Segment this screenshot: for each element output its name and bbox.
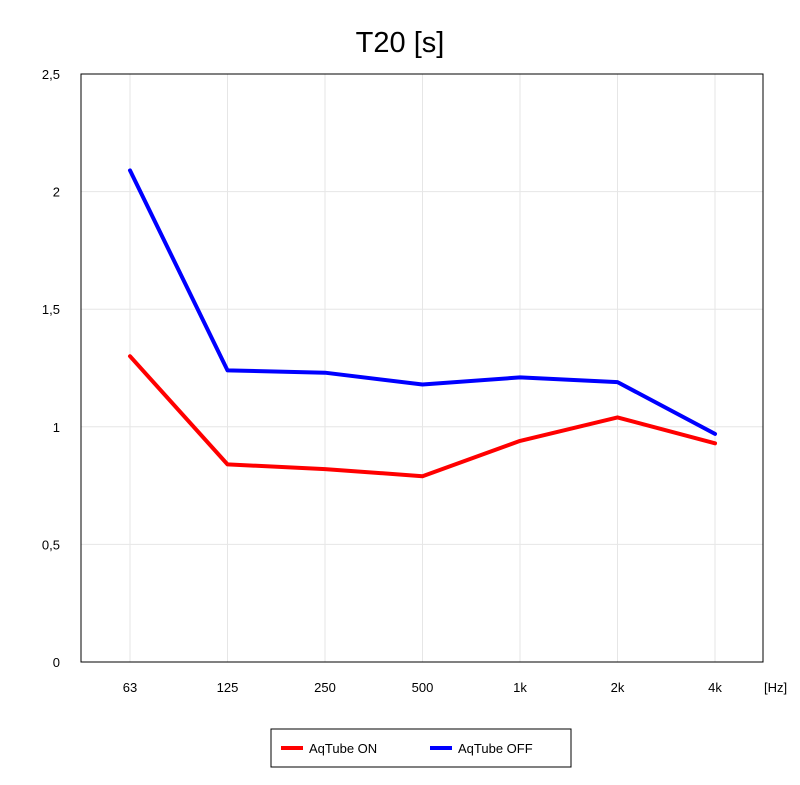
y-tick-label: 1: [53, 420, 60, 435]
data-point: [518, 439, 522, 443]
x-tick-label: 4k: [708, 680, 722, 695]
legend: AqTube ON AqTube OFF: [270, 728, 572, 768]
y-tick-label: 1,5: [42, 302, 60, 317]
data-point: [616, 380, 619, 384]
chart-title: T20 [s]: [356, 27, 445, 59]
data-point: [226, 368, 229, 372]
data-point: [226, 462, 229, 466]
x-axis-ticks: 63 125 250 500 1k 2k 4k: [123, 680, 723, 695]
y-tick-label: 0,5: [42, 537, 60, 552]
legend-box: [270, 728, 572, 768]
legend-label: AqTube ON: [309, 741, 377, 756]
data-point: [128, 168, 132, 172]
x-tick-label: 63: [123, 680, 137, 695]
data-point: [323, 467, 327, 471]
data-point: [421, 382, 424, 386]
x-tick-label: 125: [217, 680, 239, 695]
y-axis-ticks: 0 0,5 1 1,5 2 2,5: [42, 67, 60, 670]
data-point: [518, 375, 522, 379]
data-point: [128, 354, 132, 358]
x-tick-label: 2k: [611, 680, 625, 695]
x-tick-label: 250: [314, 680, 336, 695]
data-point: [421, 474, 424, 478]
y-tick-label: 2: [53, 185, 60, 200]
y-tick-label: 0: [53, 655, 60, 670]
data-point: [713, 432, 717, 436]
data-point: [616, 415, 619, 419]
x-tick-label: 1k: [513, 680, 527, 695]
data-point: [323, 371, 327, 375]
series: [128, 168, 717, 479]
legend-label: AqTube OFF: [458, 741, 533, 756]
x-tick-label: 500: [412, 680, 434, 695]
y-tick-label: 2,5: [42, 67, 60, 82]
data-point: [713, 441, 717, 445]
plot-frame: [80, 73, 764, 663]
grid: [81, 73, 763, 663]
x-axis-label: [Hz]: [764, 680, 787, 695]
